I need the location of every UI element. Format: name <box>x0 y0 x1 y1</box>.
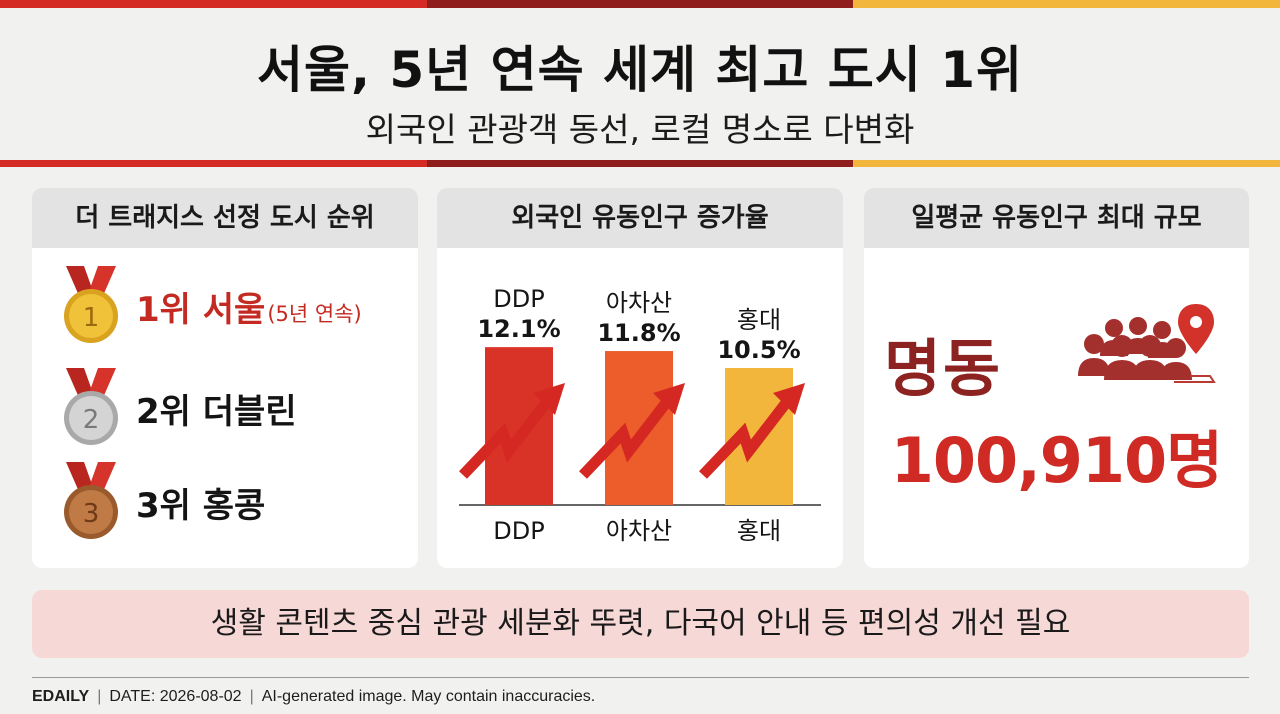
rank-label-3: 3위 홍콩 <box>136 485 266 526</box>
footer-separator: | <box>249 688 254 705</box>
rank-item-2: 2 2위 더블린 <box>54 368 297 448</box>
footer-brand: EDAILY <box>32 688 90 705</box>
svg-text:3: 3 <box>83 499 100 529</box>
footer-date: DATE: 2026-08-02 <box>109 688 242 705</box>
city-ranking-panel: 더 트래지스 선정 도시 순위 1 1위 서울(5년 연속) 2 2위 더블린 <box>32 188 418 568</box>
gold-medal-icon: 1 <box>64 266 118 343</box>
peak-crowd-heading: 일평균 유동인구 최대 규모 <box>864 188 1249 248</box>
footer: EDAILY | DATE: 2026-08-02 | AI-generated ima… <box>32 688 595 706</box>
page-subtitle: 외국인 관광객 동선, 로컬 명소로 다변화 <box>365 110 915 149</box>
bar-name-label-1: 아차산 <box>606 289 672 317</box>
bar-value-label-0: 12.1% <box>477 315 560 343</box>
svg-text:1: 1 <box>83 303 100 333</box>
growth-chart-panel: 외국인 유동인구 증가율 DDP 12.1% DDP 아차산 11.8% 아차산 홍대 10.… <box>437 188 843 568</box>
bar-name-label-2: 홍대 <box>737 306 781 334</box>
bar-name-label-0: DDP <box>493 285 544 313</box>
top-color-stripe <box>0 0 1280 8</box>
crowd-location-pin-icon <box>1078 304 1216 383</box>
rank-label-2: 2위 더블린 <box>136 391 297 432</box>
bar-1 <box>605 351 673 505</box>
silver-medal-icon: 2 <box>64 368 118 445</box>
x-tick-label-2: 홍대 <box>737 517 781 545</box>
rising-arrow-icon <box>459 383 565 479</box>
footer-separator: | <box>97 688 102 705</box>
rank-item-1: 1 1위 서울(5년 연속) <box>54 266 362 346</box>
page-title: 서울, 5년 연속 세계 최고 도시 1위 <box>256 41 1024 99</box>
footer-divider <box>32 677 1249 678</box>
divider-color-stripe <box>0 160 1280 167</box>
bronze-medal-icon: 3 <box>64 462 118 539</box>
rank-note-1: (5년 연속) <box>267 301 362 326</box>
svg-text:2: 2 <box>83 405 100 435</box>
rising-arrow-icon <box>699 383 805 479</box>
chart-title: 외국인 유동인구 증가율 <box>437 188 843 248</box>
footer-disclaimer: AI-generated image. May contain inaccura… <box>261 688 596 705</box>
rank-item-3: 3 3위 홍콩 <box>54 462 265 542</box>
peak-crowd-value: 100,910명 <box>890 424 1223 497</box>
x-tick-label-1: 아차산 <box>606 517 672 545</box>
bar-value-label-2: 10.5% <box>717 336 800 364</box>
peak-place-name: 명동 <box>884 332 1003 405</box>
bar-value-label-1: 11.8% <box>597 319 680 347</box>
peak-crowd-panel: 일평균 유동인구 최대 규모 명동 100,910명 <box>864 188 1249 568</box>
summary-banner: 생활 콘텐츠 중심 관광 세분화 뚜렷, 다국어 안내 등 편의성 개선 필요 <box>32 590 1249 658</box>
bar-0 <box>485 347 553 505</box>
rising-arrow-icon <box>579 383 685 479</box>
rank-label-1: 1위 서울 <box>136 289 266 330</box>
x-tick-label-0: DDP <box>493 517 544 545</box>
city-ranking-heading: 더 트래지스 선정 도시 순위 <box>32 188 418 248</box>
